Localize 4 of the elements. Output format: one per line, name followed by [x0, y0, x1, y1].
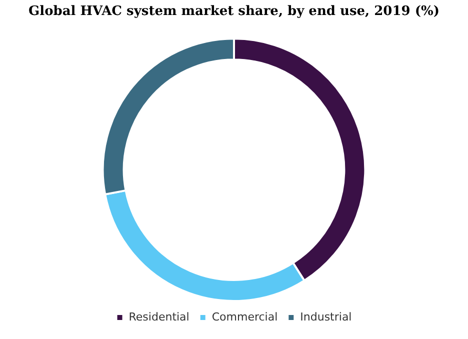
legend-label: Residential: [128, 310, 190, 324]
legend-label: Commercial: [212, 310, 278, 324]
chart-title: Global HVAC system market share, by end use, 2019 (%): [28, 4, 440, 20]
legend-label: Industrial: [300, 310, 352, 324]
